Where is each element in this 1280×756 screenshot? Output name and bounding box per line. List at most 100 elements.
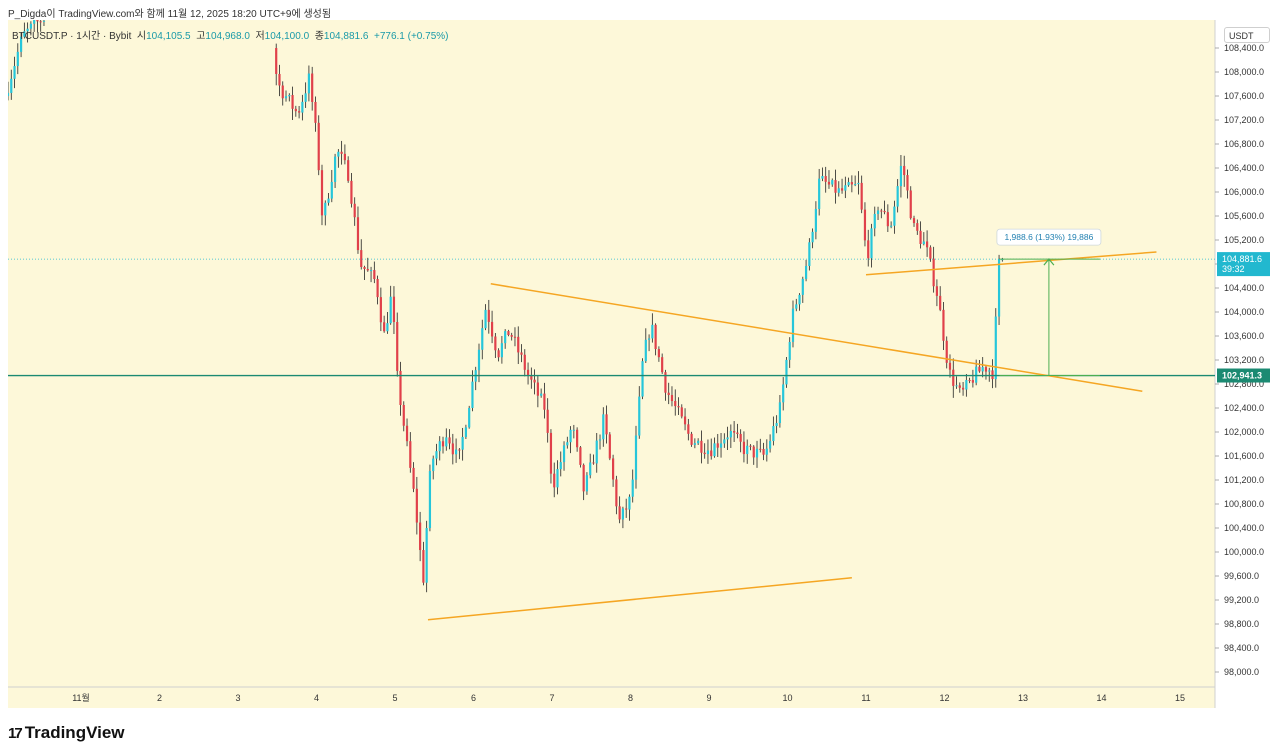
candle-down <box>360 250 363 268</box>
candle-up <box>477 349 481 371</box>
candle-up <box>304 93 307 102</box>
candle-up <box>723 439 726 444</box>
plot-background <box>8 20 1215 687</box>
upper-channel-trendline[interactable] <box>865 251 1157 276</box>
candle-down <box>275 48 278 74</box>
candle-up <box>26 28 29 32</box>
candle-down <box>36 20 39 22</box>
currency-unit-button[interactable]: USDT <box>1224 27 1270 43</box>
candle-down <box>582 464 585 492</box>
price-tick-label: 108,400.0 <box>1224 43 1264 53</box>
candle-down <box>932 258 935 287</box>
symbol-info-bar[interactable]: BTCUSDT.P · 1시간 · Bybit 시104,105.5 고104,… <box>12 27 448 42</box>
candle-down <box>935 286 939 296</box>
candle-down <box>487 309 490 322</box>
candle-up <box>327 198 330 203</box>
candle-up <box>23 31 26 37</box>
measure-label-box[interactable] <box>996 228 1102 246</box>
candle-down <box>383 322 386 332</box>
time-tick-label: 11월 <box>72 692 90 703</box>
candle-up <box>746 445 749 455</box>
candle-down <box>396 322 399 371</box>
candle-down <box>451 443 454 455</box>
candle-down <box>971 380 974 383</box>
time-tick-label: 14 <box>1096 693 1106 703</box>
candle-down <box>379 297 382 323</box>
tradingview-logo-icon: 17 <box>8 724 23 742</box>
candle-up <box>922 241 925 244</box>
candle-down <box>523 354 526 370</box>
price-tick-label: 106,400.0 <box>1224 163 1264 173</box>
ascending-support-trendline[interactable] <box>427 577 852 621</box>
time-tick-label: 4 <box>314 693 319 703</box>
candle-down <box>948 362 952 370</box>
candle-up <box>33 20 36 24</box>
candle-down <box>618 506 621 520</box>
current-price-label: 104,881.6 <box>1222 254 1262 264</box>
time-tick-label: 2 <box>157 693 162 703</box>
price-axis-background[interactable] <box>1215 20 1272 708</box>
price-tick-label: 105,200.0 <box>1224 235 1264 245</box>
candle-down <box>402 405 405 426</box>
candle-down <box>399 370 402 406</box>
candle-down <box>984 367 988 372</box>
candle-down <box>824 176 827 182</box>
drawings-group[interactable]: 1,988.6 (1.93%) 19,886 <box>8 228 1215 621</box>
price-tick-label: 99,200.0 <box>1224 595 1259 605</box>
candle-down <box>579 447 582 465</box>
candle-up <box>818 178 821 209</box>
candle-up <box>893 206 896 226</box>
open-label: 시 <box>136 31 147 42</box>
candle-up <box>631 479 634 497</box>
candle-up <box>435 451 438 459</box>
descending-resistance-trendline[interactable] <box>490 283 1143 392</box>
candle-up <box>556 469 559 488</box>
candle-down <box>605 414 608 435</box>
price-tick-label: 98,000.0 <box>1224 667 1259 677</box>
candle-up <box>288 95 291 97</box>
candle-up <box>461 436 464 450</box>
price-tick-label: 105,600.0 <box>1224 211 1264 221</box>
candle-up <box>572 429 575 431</box>
candle-up <box>42 20 46 22</box>
price-tick-label: 101,600.0 <box>1224 451 1264 461</box>
candle-up <box>768 441 772 449</box>
candle-up <box>997 259 1001 317</box>
candle-up <box>713 443 716 457</box>
tradingview-brand[interactable]: 17 TradingView <box>8 723 125 743</box>
candle-down <box>827 181 831 185</box>
candle-down <box>553 473 556 488</box>
candle-up <box>566 442 569 446</box>
price-tick-label: 99,600.0 <box>1224 571 1259 581</box>
candle-up <box>589 462 592 476</box>
candle-down <box>716 443 719 448</box>
candle-up <box>10 78 13 93</box>
candle-down <box>526 369 530 376</box>
time-tick-label: 6 <box>471 693 476 703</box>
price-tick-label: 103,600.0 <box>1224 331 1264 341</box>
candle-up <box>445 437 448 447</box>
symbol-name[interactable]: BTCUSDT.P · 1시간 · Bybit <box>12 31 132 42</box>
candle-up <box>719 443 723 448</box>
candle-down <box>925 241 929 248</box>
candle-up <box>726 437 729 440</box>
candle-down <box>759 448 762 450</box>
candle-up <box>454 449 458 455</box>
candle-down <box>683 416 687 425</box>
candle-down <box>886 212 889 227</box>
candle-up <box>821 176 824 179</box>
candle-up <box>386 323 389 332</box>
price-tick-label: 106,800.0 <box>1224 139 1264 149</box>
candle-down <box>939 295 942 310</box>
candle-down <box>291 95 294 109</box>
candle-up <box>975 366 978 383</box>
time-tick-label: 12 <box>939 693 949 703</box>
candle-down <box>320 170 324 216</box>
candle-up <box>29 23 32 29</box>
candle-down <box>592 462 595 464</box>
candle-down <box>497 350 500 358</box>
candle-up <box>585 475 589 492</box>
candle-up <box>811 231 814 243</box>
price-tick-label: 100,400.0 <box>1224 523 1264 533</box>
